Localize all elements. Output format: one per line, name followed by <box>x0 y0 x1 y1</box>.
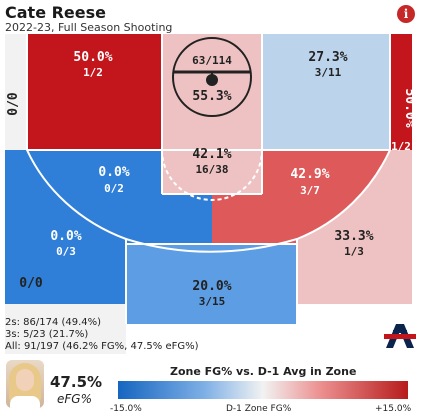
zone-right-baseline-two-att: 3/11 <box>315 66 342 79</box>
zone-right-wing-three-att: 1/3 <box>344 245 364 258</box>
zone-top-key-three-att: 3/15 <box>199 295 226 308</box>
legend-mid-label: D-1 Zone FG% <box>226 404 292 414</box>
zone-paint-non-restricted[interactable] <box>162 116 262 194</box>
zone-right-baseline-two[interactable] <box>262 34 390 150</box>
zone-left-wing-three-pct: 0.0% <box>50 229 81 244</box>
zone-left-deep-three-pct: 0/0 <box>19 276 43 291</box>
chart-subtitle: 2022-23, Full Season Shooting <box>5 21 173 34</box>
player-avatar <box>6 360 44 408</box>
efg-label: eFG% <box>57 392 92 406</box>
hoop-icon <box>206 74 218 86</box>
summary-twos: 2s: 86/174 (49.4%) <box>5 317 101 328</box>
zone-right-elbow-two-att: 3/7 <box>300 184 320 197</box>
zone-paint-non-restricted-att: 16/38 <box>195 163 228 176</box>
legend-min-label: -15.0% <box>110 404 142 414</box>
zone-left-baseline-two[interactable] <box>27 34 162 150</box>
legend-title: Zone FG% vs. D-1 Avg in Zone <box>170 365 357 378</box>
player-name: Cate Reese <box>5 3 107 22</box>
legend-color-scale <box>118 381 408 399</box>
zone-right-elbow-two-pct: 42.9% <box>290 167 329 182</box>
zone-paint-restricted-pct: 55.3% <box>192 89 231 104</box>
zone-right-corner-three[interactable] <box>390 34 412 150</box>
zone-left-wing-three-att: 0/3 <box>56 245 76 258</box>
zone-paint-non-restricted-pct: 42.1% <box>192 147 231 162</box>
efg-value: 47.5% <box>50 373 103 391</box>
zone-left-elbow-two[interactable] <box>27 150 212 244</box>
zone-left-wing-three[interactable] <box>5 150 126 304</box>
zone-right-wing-three-pct: 33.3% <box>334 229 373 244</box>
zone-right-elbow-two[interactable] <box>212 150 390 244</box>
footer: 47.5% eFG% Zone FG% vs. D-1 Avg in Zone … <box>0 356 421 419</box>
zone-paint-restricted-att: 63/114 <box>192 54 232 67</box>
shot-chart-court: 0/0 50.0% 1/2 63/114 55.3% 27.3% 3/11 50… <box>0 34 421 354</box>
info-icon[interactable]: i <box>397 5 415 23</box>
zone-top-key-three[interactable] <box>126 244 297 324</box>
zone-right-wing-three[interactable] <box>297 150 412 304</box>
zone-left-deep-three[interactable] <box>5 304 126 354</box>
legend-max-label: +15.0% <box>375 404 412 414</box>
zone-right-baseline-two-pct: 27.3% <box>308 50 347 65</box>
zone-top-key-three-pct: 20.0% <box>192 279 231 294</box>
zone-right-corner-three-att: 1/2 <box>391 140 411 153</box>
zone-left-baseline-two-pct: 50.0% <box>73 50 112 65</box>
zone-left-baseline-two-att: 1/2 <box>83 66 103 79</box>
zone-left-elbow-two-pct: 0.0% <box>98 165 129 180</box>
zone-left-corner-three-pct: 0/0 <box>6 92 21 116</box>
header: Cate Reese 2022-23, Full Season Shooting… <box>0 0 421 36</box>
zone-left-elbow-two-att: 0/2 <box>104 182 124 195</box>
arizona-a-logo <box>384 324 416 348</box>
court-lines <box>26 34 391 324</box>
zone-left-corner-three[interactable] <box>5 34 27 150</box>
summary-all: All: 91/197 (46.2% FG%, 47.5% eFG%) <box>5 341 199 352</box>
summary-threes: 3s: 5/23 (21.7%) <box>5 329 88 340</box>
zone-right-corner-three-pct: 50.0% <box>402 88 417 127</box>
